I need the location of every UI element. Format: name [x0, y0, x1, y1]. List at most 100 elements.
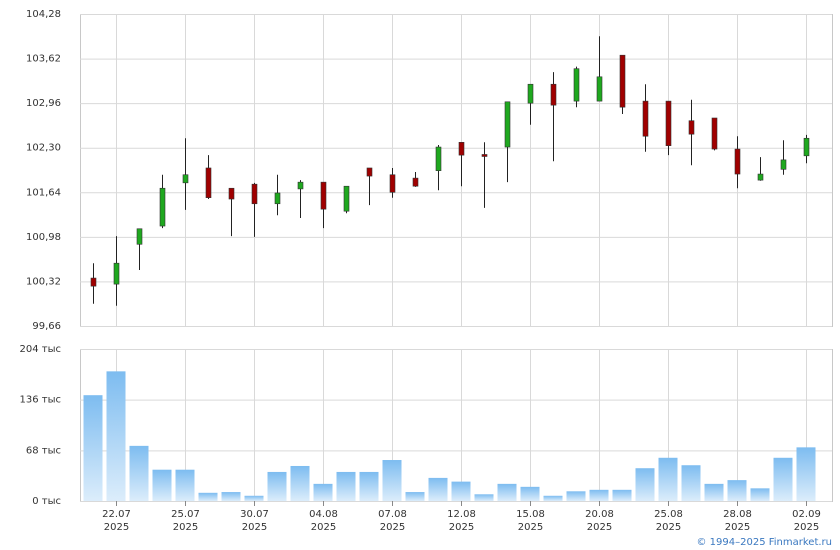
- volume-bar: [658, 457, 678, 501]
- y-tick-label: 99,66: [32, 321, 61, 332]
- volume-bar: [681, 465, 701, 501]
- x-tick-label: 25.07: [171, 509, 200, 520]
- x-tick-label: 2025: [173, 522, 198, 533]
- x-tick-label: 2025: [242, 522, 267, 533]
- y-tick-label: 100,98: [26, 232, 61, 243]
- candle-body: [389, 174, 396, 193]
- volume-bar: [313, 483, 333, 501]
- volume-bar: [290, 465, 310, 501]
- candle-body: [182, 174, 189, 184]
- volume-bar: [773, 457, 793, 501]
- candle-body: [573, 68, 580, 102]
- candle-body: [734, 148, 741, 175]
- y-tick-label: 100,32: [26, 276, 61, 287]
- volume-bar: [175, 469, 195, 501]
- x-tick-label: 02.09: [792, 509, 821, 520]
- x-tick-label: 2025: [587, 522, 612, 533]
- candle-body: [320, 181, 327, 210]
- candle-body: [780, 159, 787, 170]
- candle-body: [228, 187, 235, 200]
- volume-bar: [750, 488, 770, 501]
- x-tick-label: 2025: [725, 522, 750, 533]
- candle-body: [757, 173, 764, 181]
- volume-bar: [221, 492, 241, 501]
- volume-bar: [83, 395, 103, 501]
- volume-bar: [796, 447, 816, 501]
- candle-body: [136, 228, 143, 245]
- candle-body: [619, 54, 626, 108]
- candle-body: [458, 142, 465, 156]
- x-tick-label: 2025: [656, 522, 681, 533]
- volume-bar: [589, 489, 609, 501]
- candle-body: [297, 181, 304, 190]
- y-tick-label: 102,30: [26, 143, 61, 154]
- y-tick-label: 102,96: [26, 98, 61, 109]
- candle-body: [159, 187, 166, 227]
- volume-bar: [451, 481, 471, 501]
- x-tick-label: 22.07: [102, 509, 131, 520]
- volume-bar: [198, 492, 218, 501]
- volume-bar: [566, 491, 586, 501]
- y-tick-label: 101,64: [26, 187, 61, 198]
- y-tick-label: 0 тыс: [32, 496, 61, 507]
- candle-body: [803, 137, 810, 157]
- candle-body: [274, 192, 281, 205]
- x-tick-label: 2025: [449, 522, 474, 533]
- candle-body: [113, 262, 120, 285]
- candle-body: [504, 101, 511, 148]
- volume-bar: [336, 471, 356, 501]
- candle-body: [90, 277, 97, 287]
- x-tick-label: 25.08: [654, 509, 683, 520]
- volume-bar: [152, 469, 172, 501]
- candle-body: [366, 167, 373, 177]
- candle-body: [688, 120, 695, 135]
- candle-body: [596, 76, 603, 102]
- volume-bar: [497, 483, 517, 501]
- x-tick-label: 28.08: [723, 509, 752, 520]
- volume-bar: [520, 486, 540, 501]
- volume-bar: [129, 445, 149, 501]
- candle-body: [642, 100, 649, 137]
- y-tick-label: 204 тыс: [20, 344, 61, 355]
- x-tick-label: 20.08: [585, 509, 614, 520]
- volume-bar: [612, 489, 632, 501]
- candle-body: [343, 185, 350, 212]
- candle-body: [481, 154, 488, 157]
- volume-bar: [543, 495, 563, 501]
- volume-bar: [405, 492, 425, 501]
- y-tick-label: 68 тыс: [26, 445, 61, 456]
- candle-body: [550, 83, 557, 106]
- candle-body: [527, 83, 534, 104]
- volume-bar: [382, 460, 402, 501]
- candle-body: [251, 183, 258, 205]
- y-tick-label: 103,62: [26, 54, 61, 65]
- volume-bar: [106, 371, 126, 501]
- x-tick-label: 07.08: [378, 509, 407, 520]
- volume-bar: [267, 471, 287, 501]
- volume-bar: [635, 468, 655, 501]
- volume-bar: [359, 471, 379, 501]
- x-tick-label: 12.08: [447, 509, 476, 520]
- volume-bar: [474, 494, 494, 501]
- volume-bar: [244, 495, 264, 501]
- x-tick-label: 2025: [311, 522, 336, 533]
- candle-body: [205, 167, 212, 198]
- candle-body: [665, 100, 672, 146]
- x-tick-label: 04.08: [309, 509, 338, 520]
- x-tick-label: 2025: [518, 522, 543, 533]
- x-tick-label: 15.08: [516, 509, 545, 520]
- copyright: © 1994–2025 Finmarket.ru: [696, 537, 832, 548]
- volume-bar: [428, 477, 448, 501]
- x-tick-label: 30.07: [240, 509, 269, 520]
- price-frame: [80, 14, 833, 327]
- x-tick-label: 2025: [794, 522, 819, 533]
- y-tick-label: 104,28: [26, 9, 61, 20]
- candle-body: [412, 177, 419, 187]
- x-tick-label: 2025: [380, 522, 405, 533]
- candle-body: [435, 146, 442, 171]
- volume-bar: [727, 480, 747, 501]
- candle-body: [711, 117, 718, 150]
- y-tick-label: 136 тыс: [20, 395, 61, 406]
- x-tick-label: 2025: [104, 522, 129, 533]
